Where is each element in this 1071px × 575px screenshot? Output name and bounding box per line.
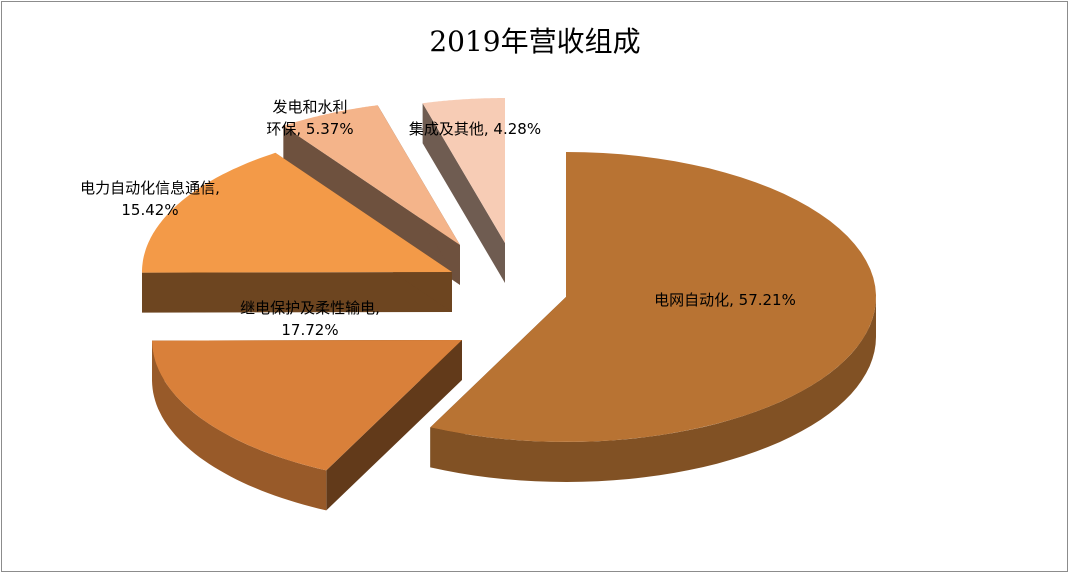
data-label-4: 发电和水利环保, 5.37%	[266, 98, 353, 138]
data-label-1: 电网自动化, 57.21%	[654, 291, 796, 309]
pie-slice-3	[142, 152, 453, 313]
slices-layer	[142, 98, 876, 511]
pie-slice-1	[430, 152, 876, 482]
pie-slice-2	[152, 340, 463, 511]
data-label-2: 继电保护及柔性输电, 17.72%	[240, 299, 380, 339]
data-label-3: 电力自动化信息通信, 15.42%	[80, 179, 220, 219]
pie-slice-4	[283, 105, 460, 285]
labels-layer: 电网自动化, 57.21% 继电保护及柔性输电, 17.72% 电力自动化信息通信, 1…	[80, 98, 796, 339]
chart-title: 2019年营收组成	[429, 25, 640, 58]
pie-slice-5	[422, 98, 505, 283]
data-label-5: 集成及其他, 4.28%	[409, 120, 541, 138]
